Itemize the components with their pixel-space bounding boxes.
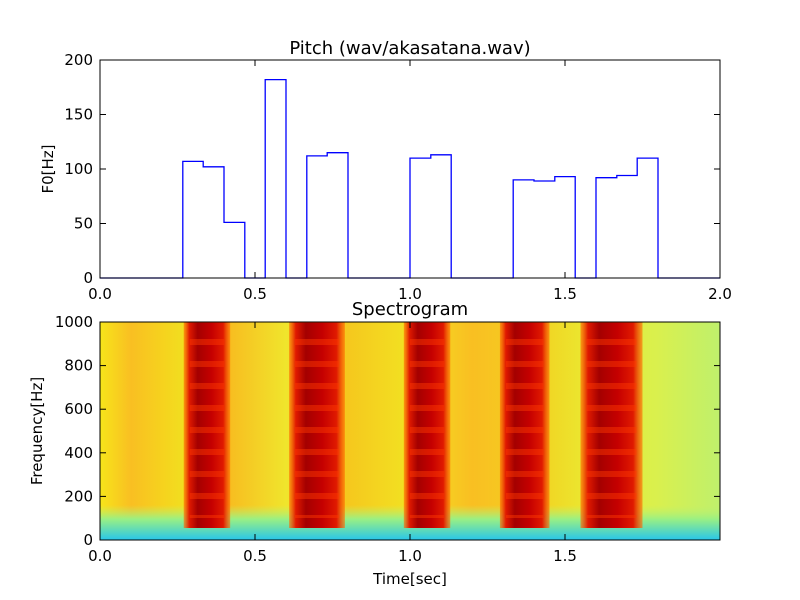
pitch-y-tick-label: 50 xyxy=(74,215,93,233)
pitch-x-ticks: 0.0 0.5 1.0 1.5 2.0 xyxy=(88,60,732,303)
pitch-line xyxy=(100,78,720,279)
spectrogram-y-tick-label: 0 xyxy=(83,531,93,549)
harmonic-striations xyxy=(586,322,637,518)
pitch-y-tick-label: 100 xyxy=(64,160,93,178)
harmonic-striations xyxy=(505,322,544,518)
pitch-x-tick-label: 0.0 xyxy=(88,285,112,303)
spectrogram-y-tick-label: 400 xyxy=(64,444,93,462)
spectrogram-x-tick-label: 0.5 xyxy=(243,547,267,565)
harmonic-striations xyxy=(409,322,445,518)
spectrogram-title: Spectrogram xyxy=(352,299,468,320)
pitch-x-tick-label: 0.5 xyxy=(243,285,267,303)
pitch-plot: Pitch (wav/akasatana.wav) 0.0 0.5 1.0 1.5 2.… xyxy=(39,38,732,303)
pitch-x-tick-label: 1.5 xyxy=(553,285,577,303)
pitch-y-tick-label: 150 xyxy=(64,106,93,124)
spectrogram-y-tick-label: 200 xyxy=(64,487,93,505)
harmonic-striations xyxy=(189,322,225,518)
pitch-y-tick-label: 200 xyxy=(64,51,93,69)
pitch-y-tick-label: 0 xyxy=(83,269,93,287)
spectrogram-axes-frame xyxy=(99,321,721,541)
spectrogram-image xyxy=(100,322,720,540)
spectrogram-y-ticks: 0 200 400 600 800 1000 xyxy=(55,313,720,549)
spectrogram-plot: Spectrogram 0.0 0.5 1.0 1.5 0 200 400 600 800 10… xyxy=(28,299,721,588)
pitch-axes-frame xyxy=(99,59,721,279)
spectrogram-x-ticks: 0.0 0.5 1.0 1.5 xyxy=(88,322,577,565)
pitch-title: Pitch (wav/akasatana.wav) xyxy=(289,38,530,59)
spectrogram-x-tick-label: 1.5 xyxy=(553,547,577,565)
voiced-bands xyxy=(183,322,643,528)
spectrogram-y-label: Frequency[Hz] xyxy=(28,377,46,485)
pitch-x-tick-label: 2.0 xyxy=(708,285,732,303)
spectrogram-y-tick-label: 800 xyxy=(64,357,93,375)
spectrogram-x-label: Time[sec] xyxy=(372,570,447,588)
spectrogram-y-tick-label: 1000 xyxy=(55,313,93,331)
harmonic-striations xyxy=(295,322,339,518)
spectrogram-y-tick-label: 600 xyxy=(64,400,93,418)
pitch-x-tick-label: 1.0 xyxy=(398,285,422,303)
pitch-y-ticks: 0 50 100 150 200 xyxy=(64,51,720,287)
pitch-y-label: F0[Hz] xyxy=(39,144,57,193)
spectrogram-x-tick-label: 1.0 xyxy=(398,547,422,565)
spectrogram-x-tick-label: 0.0 xyxy=(88,547,112,565)
